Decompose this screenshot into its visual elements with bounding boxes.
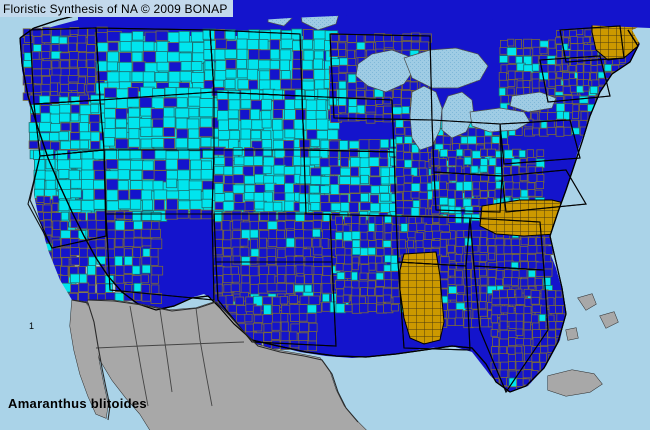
map-header-title: Floristic Synthesis of NA © 2009 BONAP bbox=[3, 1, 228, 16]
lake-michigan bbox=[409, 85, 443, 151]
region-mexico bbox=[86, 300, 366, 430]
species-name-label: Amaranthus blitoides bbox=[8, 396, 147, 411]
map-header-band: Floristic Synthesis of NA © 2009 BONAP bbox=[0, 0, 233, 17]
lake-huron bbox=[441, 91, 475, 139]
lake-erie bbox=[469, 107, 531, 133]
mexico-internal-borders bbox=[95, 305, 245, 407]
lake-ontario bbox=[509, 91, 557, 113]
atlantic-ocean bbox=[360, 0, 650, 430]
region-bahamas bbox=[566, 294, 618, 340]
pacific-marker-label: 1 bbox=[29, 321, 35, 331]
lake-superior bbox=[355, 49, 415, 93]
region-baja bbox=[70, 300, 108, 418]
region-cuba bbox=[548, 370, 602, 396]
pacific-ocean bbox=[0, 0, 150, 430]
lake-superior-east bbox=[403, 47, 489, 89]
state-borders bbox=[29, 25, 625, 394]
mexico-outline bbox=[71, 299, 359, 423]
